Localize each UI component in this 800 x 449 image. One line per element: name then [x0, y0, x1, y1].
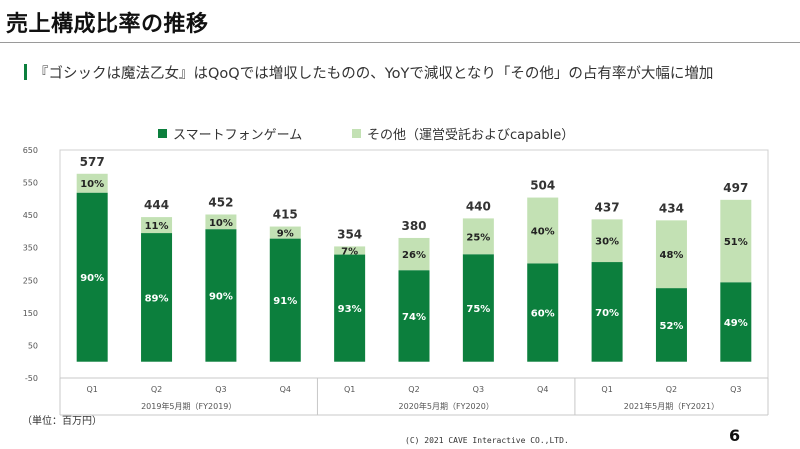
total-label: 434	[659, 201, 684, 215]
y-tick-label: 550	[23, 179, 38, 188]
data-label-smartphone: 70%	[595, 308, 619, 319]
x-tick-label: Q3	[215, 385, 226, 394]
data-label-smartphone: 90%	[209, 291, 233, 302]
total-label: 354	[337, 227, 362, 241]
group-label: 2019年5月期（FY2019）	[141, 401, 236, 411]
y-tick-label: 250	[23, 276, 38, 285]
x-tick-label: Q1	[601, 385, 612, 394]
data-label-other: 40%	[531, 226, 555, 237]
bar-smartphone	[205, 229, 237, 362]
data-label-other: 11%	[145, 221, 169, 232]
total-label: 452	[208, 195, 233, 209]
total-label: 415	[273, 208, 298, 222]
data-label-other: 10%	[80, 179, 104, 190]
x-tick-label: Q1	[86, 385, 97, 394]
data-label-smartphone: 93%	[338, 304, 362, 315]
data-label-other: 7%	[341, 246, 358, 257]
x-tick-label: Q2	[666, 385, 677, 394]
data-label-smartphone: 75%	[466, 304, 490, 315]
y-tick-label: 50	[28, 341, 38, 350]
bar-smartphone	[655, 288, 687, 362]
bar-other	[527, 197, 559, 264]
x-tick-label: Q2	[408, 385, 419, 394]
bar-other	[462, 218, 494, 255]
bar-other	[205, 214, 237, 230]
y-tick-label: -50	[25, 374, 38, 383]
y-tick-label: 450	[23, 211, 38, 220]
bar-other	[720, 199, 752, 283]
x-tick-label: Q2	[151, 385, 162, 394]
page-title: 売上構成比率の推移	[6, 12, 209, 37]
y-tick-label: 350	[23, 244, 38, 253]
bar-smartphone	[334, 254, 366, 362]
data-label-smartphone: 90%	[80, 273, 104, 284]
total-label: 444	[144, 198, 169, 212]
total-label: 440	[466, 199, 491, 213]
bar-smartphone	[398, 270, 430, 362]
bar-other	[398, 237, 430, 271]
group-label: 2021年5月期（FY2021）	[624, 401, 719, 411]
data-label-smartphone: 89%	[145, 293, 169, 304]
copyright: (C) 2021 CAVE Interactive CO.,LTD.	[405, 436, 569, 445]
legend-label-other: その他（運営受託およびcapable）	[367, 128, 575, 143]
bar-other	[76, 173, 108, 193]
subtitle-accent-bar	[24, 64, 27, 80]
legend-label-smartphone: スマートフォンゲーム	[173, 128, 303, 143]
bar-smartphone	[591, 262, 623, 362]
legend-other: その他（運営受託およびcapable）	[352, 124, 574, 143]
title-divider	[0, 42, 800, 43]
data-label-other: 26%	[402, 250, 426, 261]
bar-other	[269, 226, 301, 239]
x-tick-label: Q4	[537, 385, 548, 394]
total-label: 437	[595, 200, 620, 214]
data-label-smartphone: 49%	[724, 318, 748, 329]
x-tick-label: Q3	[730, 385, 741, 394]
data-label-other: 30%	[595, 237, 619, 248]
bar-other	[655, 220, 687, 289]
bar-smartphone	[462, 254, 494, 362]
bar-smartphone	[269, 238, 301, 362]
bar-smartphone	[76, 192, 108, 362]
bar-other	[591, 219, 623, 263]
subtitle: 『ゴシックは魔法乙女』はQoQでは増収したものの、YoYで減収となり「その他」の…	[34, 66, 714, 82]
bar-smartphone	[141, 233, 173, 362]
x-tick-label: Q4	[280, 385, 291, 394]
legend-swatch-other	[352, 129, 361, 138]
data-label-other: 9%	[277, 229, 294, 240]
total-label: 380	[401, 219, 426, 233]
data-label-other: 10%	[209, 218, 233, 229]
total-label: 497	[723, 181, 748, 195]
y-tick-label: 150	[23, 309, 38, 318]
x-tick-label: Q3	[473, 385, 484, 394]
data-label-other: 51%	[724, 237, 748, 248]
bar-smartphone	[527, 263, 559, 362]
total-label: 577	[80, 155, 105, 169]
data-label-other: 48%	[659, 250, 683, 261]
data-label-other: 25%	[466, 232, 490, 243]
data-label-smartphone: 74%	[402, 312, 426, 323]
group-label: 2020年5月期（FY2020）	[399, 401, 494, 411]
bar-other	[334, 246, 366, 255]
unit-note: （単位：百万円）	[22, 416, 102, 427]
data-label-smartphone: 52%	[659, 321, 683, 332]
bar-other	[141, 217, 173, 234]
legend-smartphone: スマートフォンゲーム	[158, 124, 302, 143]
data-label-smartphone: 91%	[273, 296, 297, 307]
page-number: 6	[729, 426, 741, 445]
total-label: 504	[530, 179, 555, 193]
legend-swatch-smartphone	[158, 129, 167, 138]
x-tick-label: Q1	[344, 385, 355, 394]
data-label-smartphone: 60%	[531, 309, 555, 320]
y-tick-label: 650	[23, 146, 38, 155]
bar-smartphone	[720, 282, 752, 362]
